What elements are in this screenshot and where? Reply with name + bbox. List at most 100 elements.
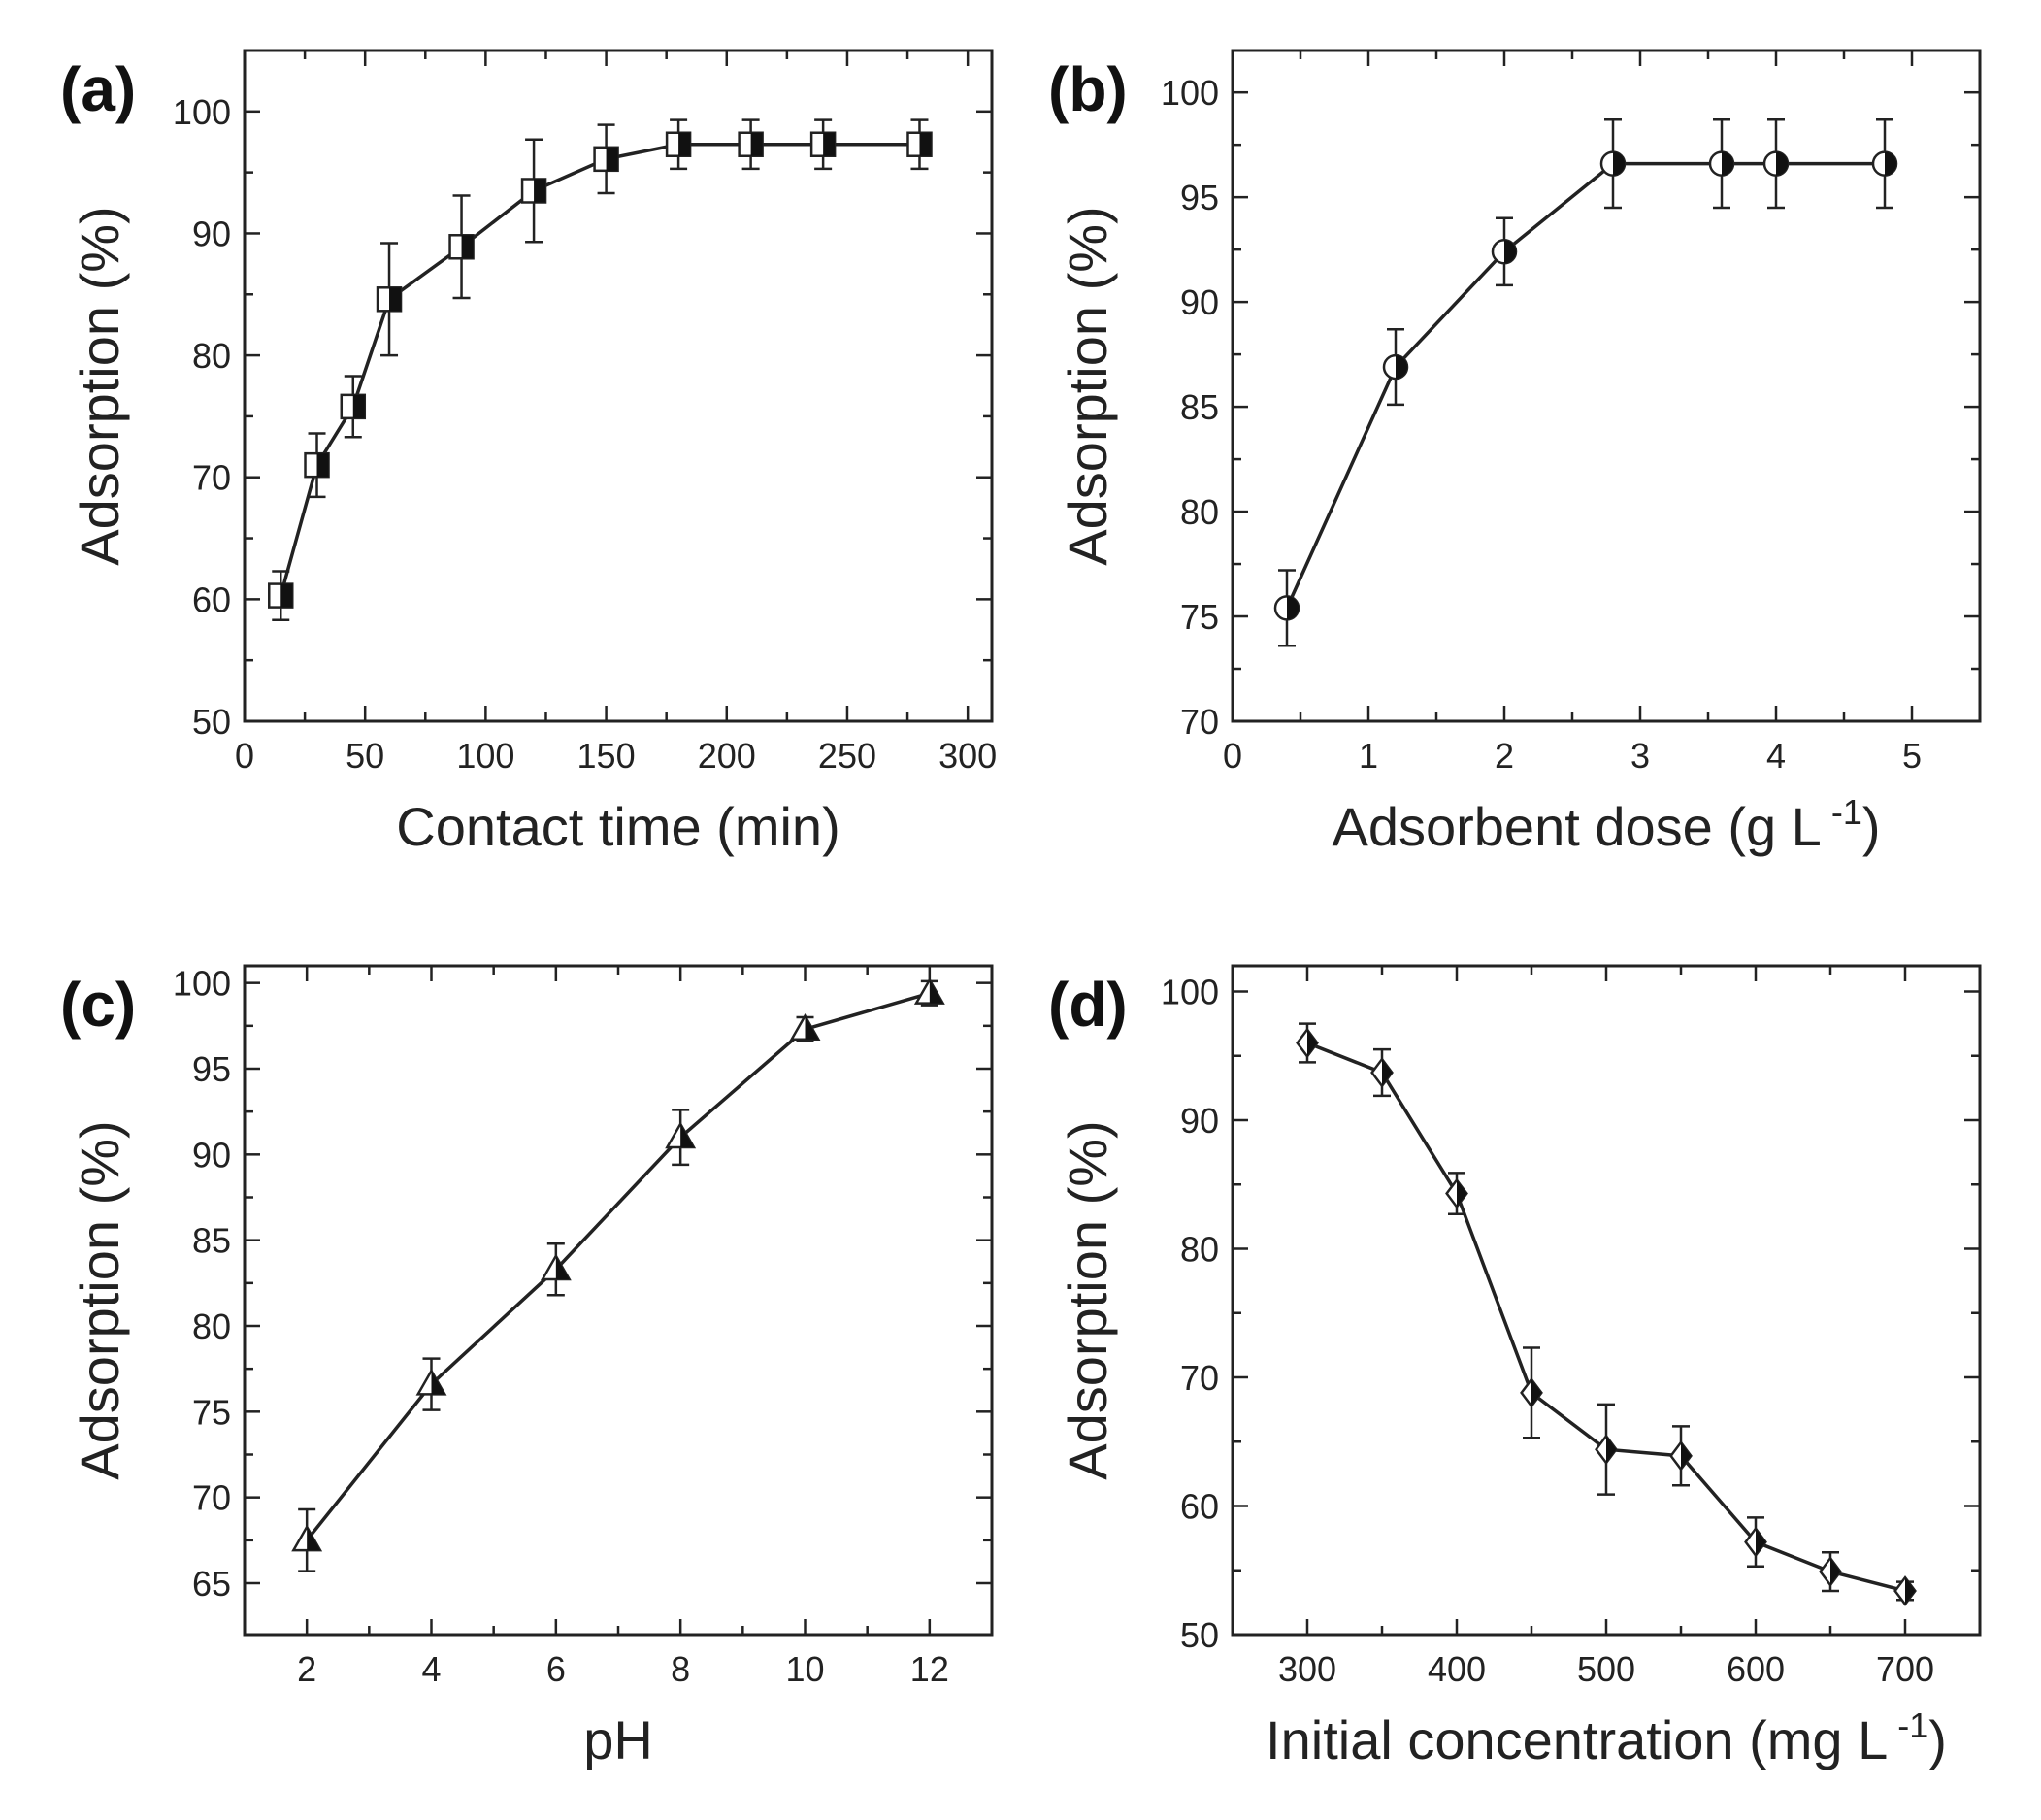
x-tick-label: 100 (456, 736, 514, 776)
x-tick-label: 600 (1727, 1649, 1785, 1689)
data-point (913, 976, 945, 1005)
marker-fill (678, 132, 691, 156)
marker-fill (750, 132, 763, 156)
marker-fill (1396, 355, 1407, 380)
x-tick-label: 1 (1359, 736, 1378, 776)
chart-panel-d: 300 400 500 600 700 50 60 70 80 90 100 Initial conc… (1048, 964, 1982, 1770)
x-axis-title-superscript: -1 (1822, 792, 1862, 832)
plot-frame (243, 49, 994, 723)
x-tick-label: 8 (671, 1649, 690, 1689)
data-point (789, 1013, 821, 1041)
data-point (738, 131, 764, 157)
plot-frame (1231, 49, 1982, 723)
data-point (1819, 1556, 1842, 1587)
data-point (1273, 595, 1300, 621)
y-axis-title: Adsorption (%) (69, 206, 130, 565)
series-line (1285, 161, 1885, 610)
y-tick-label: 100 (173, 92, 231, 132)
marker-fill (919, 132, 932, 156)
y-tick-label: 60 (192, 579, 231, 619)
panel-label: (a) (60, 54, 136, 124)
x-tick-label: 4 (1766, 736, 1786, 776)
marker-fill (431, 1371, 445, 1395)
data-point (376, 286, 403, 313)
marker-fill (1307, 1029, 1318, 1057)
marker-fill (823, 132, 836, 156)
y-tick-label: 100 (1161, 973, 1219, 1012)
y-tick-label: 95 (192, 1049, 231, 1089)
x-tick-label: 0 (1223, 736, 1242, 776)
data-point (1370, 1057, 1394, 1088)
marker-fill (389, 287, 402, 312)
data-point (1871, 150, 1898, 177)
series-line (305, 991, 931, 1541)
x-tick-label: 5 (1902, 736, 1922, 776)
panel-label: (b) (1048, 54, 1128, 124)
marker-fill (1382, 1059, 1393, 1086)
x-axis-title-superscript: -1 (1888, 1705, 1928, 1745)
marker-fill (1885, 151, 1897, 176)
data-point (1491, 239, 1518, 265)
x-tick-label: 250 (818, 736, 876, 776)
x-tick-label: 6 (546, 1649, 566, 1689)
x-axis-title: Initial concentration (mg L -1) (1266, 1705, 1947, 1770)
data-point (1762, 150, 1790, 177)
data-point (665, 1121, 697, 1149)
x-tick-label: 150 (577, 736, 636, 776)
y-tick-label: 80 (192, 336, 231, 376)
marker-fill (555, 1255, 570, 1280)
data-point (340, 393, 367, 420)
data-point (1599, 150, 1627, 177)
x-tick-label: 500 (1577, 1649, 1635, 1689)
x-tick-label: 200 (698, 736, 756, 776)
data-point (1520, 1377, 1543, 1408)
y-tick-label: 100 (173, 964, 231, 1004)
y-tick-label: 90 (192, 214, 231, 253)
data-point (665, 131, 692, 157)
x-tick-label: 700 (1876, 1649, 1934, 1689)
chart-panel-b: 0 1 2 3 4 5 70 75 80 85 90 95 100 Adsorbent dose (g L… (1048, 49, 1982, 857)
marker-fill (680, 1123, 694, 1148)
marker-fill (929, 979, 943, 1004)
data-point (1382, 353, 1409, 381)
y-tick-label: 85 (192, 1221, 231, 1261)
y-tick-label: 95 (1180, 178, 1219, 217)
y-tick-label: 60 (1180, 1487, 1219, 1527)
marker-fill (352, 394, 365, 418)
x-axis-title-tail: ) (1928, 1709, 1947, 1770)
x-tick-label: 50 (346, 736, 384, 776)
x-tick-label: 10 (785, 1649, 824, 1689)
marker-fill (805, 1015, 819, 1040)
y-tick-label: 50 (1180, 1615, 1219, 1655)
series-line (1306, 1041, 1906, 1593)
x-tick-label: 2 (1495, 736, 1514, 776)
data-point (809, 131, 837, 157)
data-point (268, 582, 294, 609)
y-tick-label: 90 (1180, 282, 1219, 322)
data-point (520, 178, 547, 204)
plot-frame (1231, 964, 1982, 1637)
data-point (1595, 1434, 1618, 1466)
data-point (1296, 1027, 1319, 1059)
panel-label: (c) (60, 970, 136, 1040)
data-point (448, 234, 475, 260)
panel-label: (d) (1048, 970, 1128, 1040)
x-axis-title: Contact time (min) (396, 796, 839, 857)
marker-fill (1776, 151, 1788, 176)
y-tick-label: 75 (1180, 597, 1219, 637)
marker-fill (1905, 1577, 1916, 1605)
y-tick-label: 70 (1180, 1358, 1219, 1398)
chart-panel-c: 2 4 6 8 10 12 65 70 75 80 85 90 95 100 pH Adsorption (%… (60, 964, 994, 1770)
data-point (540, 1253, 572, 1281)
marker-fill (1504, 240, 1516, 264)
y-tick-label: 85 (1180, 387, 1219, 427)
data-point (1708, 150, 1735, 177)
y-tick-label: 50 (192, 702, 231, 742)
marker-fill (534, 179, 546, 203)
x-tick-label: 400 (1428, 1649, 1486, 1689)
y-tick-label: 90 (1180, 1101, 1219, 1141)
y-tick-label: 90 (192, 1135, 231, 1175)
marker-fill (1681, 1442, 1692, 1470)
marker-fill (1722, 151, 1734, 176)
